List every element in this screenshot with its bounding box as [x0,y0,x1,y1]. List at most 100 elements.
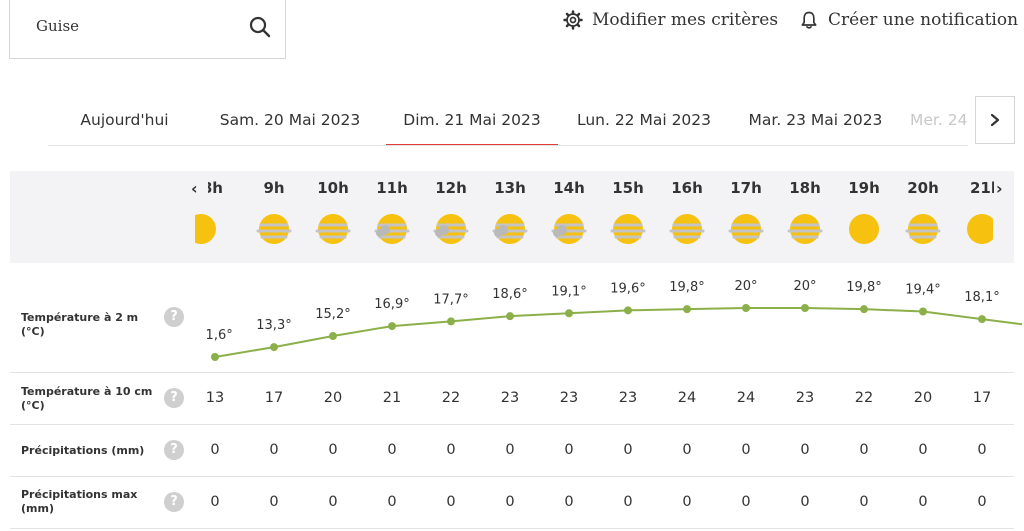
value-cell: 23 [559,390,579,406]
temperature-label: 18,6° [492,287,527,302]
create-notification-link[interactable]: Créer une notification [799,10,1018,30]
hours-scroll-left[interactable]: ‹ [191,179,198,198]
sun-haze-icon [669,214,705,244]
temperature-point[interactable] [742,304,750,312]
value-cell: 20 [323,390,343,406]
sun-haze-icon [787,214,823,244]
chevron-right-icon [990,113,1000,127]
sun-cloud-haze-icon [492,214,528,244]
tab-saturday[interactable]: Sam. 20 Mai 2023 [219,111,361,129]
temperature-point[interactable] [270,343,278,352]
row-label-precipitations-max: Précipitations max (mm) [21,488,138,515]
modify-criteria-label: Modifier mes critères [592,10,779,30]
create-notification-label: Créer une notification [828,10,1019,30]
temperature-point[interactable] [388,322,396,331]
value-cell: 0 [446,494,456,510]
tabs-next-button[interactable] [975,96,1015,144]
help-icon[interactable]: ? [164,307,184,327]
hour-label: 15h [612,179,644,197]
hours-scroll-right[interactable]: › [996,179,1003,198]
value-cell: 0 [623,494,633,510]
gear-icon [563,10,583,30]
hour-label: 11h [376,179,408,197]
hour-label: 20h [907,179,939,197]
row-divider [10,476,1014,477]
sun-haze-icon [905,214,941,244]
value-cell: 0 [446,442,456,458]
tab-monday[interactable]: Lun. 22 Mai 2023 [576,111,712,129]
value-cell: 0 [269,442,279,458]
modify-criteria-link[interactable]: Modifier mes critères [563,10,778,30]
value-cell: 23 [618,390,638,406]
location-search-field[interactable]: Guise [9,0,286,59]
temperature-point[interactable] [447,317,455,326]
help-icon[interactable]: ? [164,440,184,460]
temperature-point[interactable] [506,312,514,321]
sun-haze-icon [315,214,351,244]
temperature-chart: 11,6° 13,3° 15,2° 16,9° 17,7° 18,6° 19,1° 19,6°… [0,264,1024,372]
value-cell: 0 [682,494,692,510]
sun-cloud-haze-icon [551,214,587,244]
hour-label: 18h [789,179,821,197]
value-cell: 13 [205,390,225,406]
temperature-label: 19,8° [846,280,881,295]
value-cell: 0 [210,494,220,510]
value-cell: 0 [564,494,574,510]
tab-sunday[interactable]: Dim. 21 Mai 2023 [386,96,558,145]
temperature-point[interactable] [211,353,219,361]
value-cell: 23 [795,390,815,406]
hour-label: 14h [553,179,585,197]
temperature-point[interactable] [624,306,632,315]
hour-label: 19h [848,179,880,197]
help-icon[interactable]: ? [164,388,184,408]
temperature-point[interactable] [565,309,573,318]
temperature-label: 18,1° [964,290,999,305]
value-cell: 0 [387,442,397,458]
tab-tuesday[interactable]: Mar. 23 Mai 2023 [748,111,883,129]
value-cell: 0 [328,494,338,510]
temperature-label: 19,4° [905,283,940,298]
value-cell: 0 [564,442,574,458]
hour-label: 21h [970,179,994,197]
tab-today[interactable]: Aujourd'hui [80,111,169,129]
temperature-point[interactable] [329,332,337,340]
tab-wednesday[interactable]: Mer. 24 [910,111,968,129]
hour-label: 10h [317,179,349,197]
temperature-label: 20° [734,279,757,294]
value-cell: 0 [741,494,751,510]
value-cell: 0 [505,442,515,458]
value-cell: 17 [264,390,284,406]
temperature-point[interactable] [978,315,986,324]
value-cell: 0 [859,494,869,510]
temperature-point[interactable] [801,304,809,312]
row-label-precipitations: Précipitations (mm) [21,444,145,457]
temperature-label: 19,8° [669,280,704,295]
day-tabs: Aujourd'hui Sam. 20 Mai 2023 Dim. 21 Mai… [48,96,968,146]
temperature-point[interactable] [683,305,691,314]
value-cell: 0 [800,494,810,510]
temperature-point[interactable] [919,307,927,316]
value-cell: 0 [918,494,928,510]
temperature-label: 16,9° [374,297,409,312]
row-divider [10,372,1014,373]
value-cell: 0 [269,494,279,510]
sun-cloud-haze-icon [374,214,410,244]
row-label-temp-10cm: Température à 10 cm (°C) [21,385,153,412]
value-cell: 0 [741,442,751,458]
search-input-value[interactable]: Guise [36,17,80,35]
value-cell: 0 [328,442,338,458]
help-icon[interactable]: ? [164,492,184,512]
value-cell: 0 [977,494,987,510]
sun-haze-icon [610,214,646,244]
temperature-label: 20° [793,279,816,294]
row-divider [10,424,1014,425]
temperature-label: 13,3° [256,318,291,333]
value-cell: 0 [682,442,692,458]
value-cell: 23 [500,390,520,406]
hour-label: 17h [730,179,762,197]
search-icon[interactable] [248,15,272,39]
temperature-point[interactable] [860,305,868,314]
value-cell: 0 [800,442,810,458]
hour-label: 9h [263,179,285,197]
value-cell: 20 [913,390,933,406]
